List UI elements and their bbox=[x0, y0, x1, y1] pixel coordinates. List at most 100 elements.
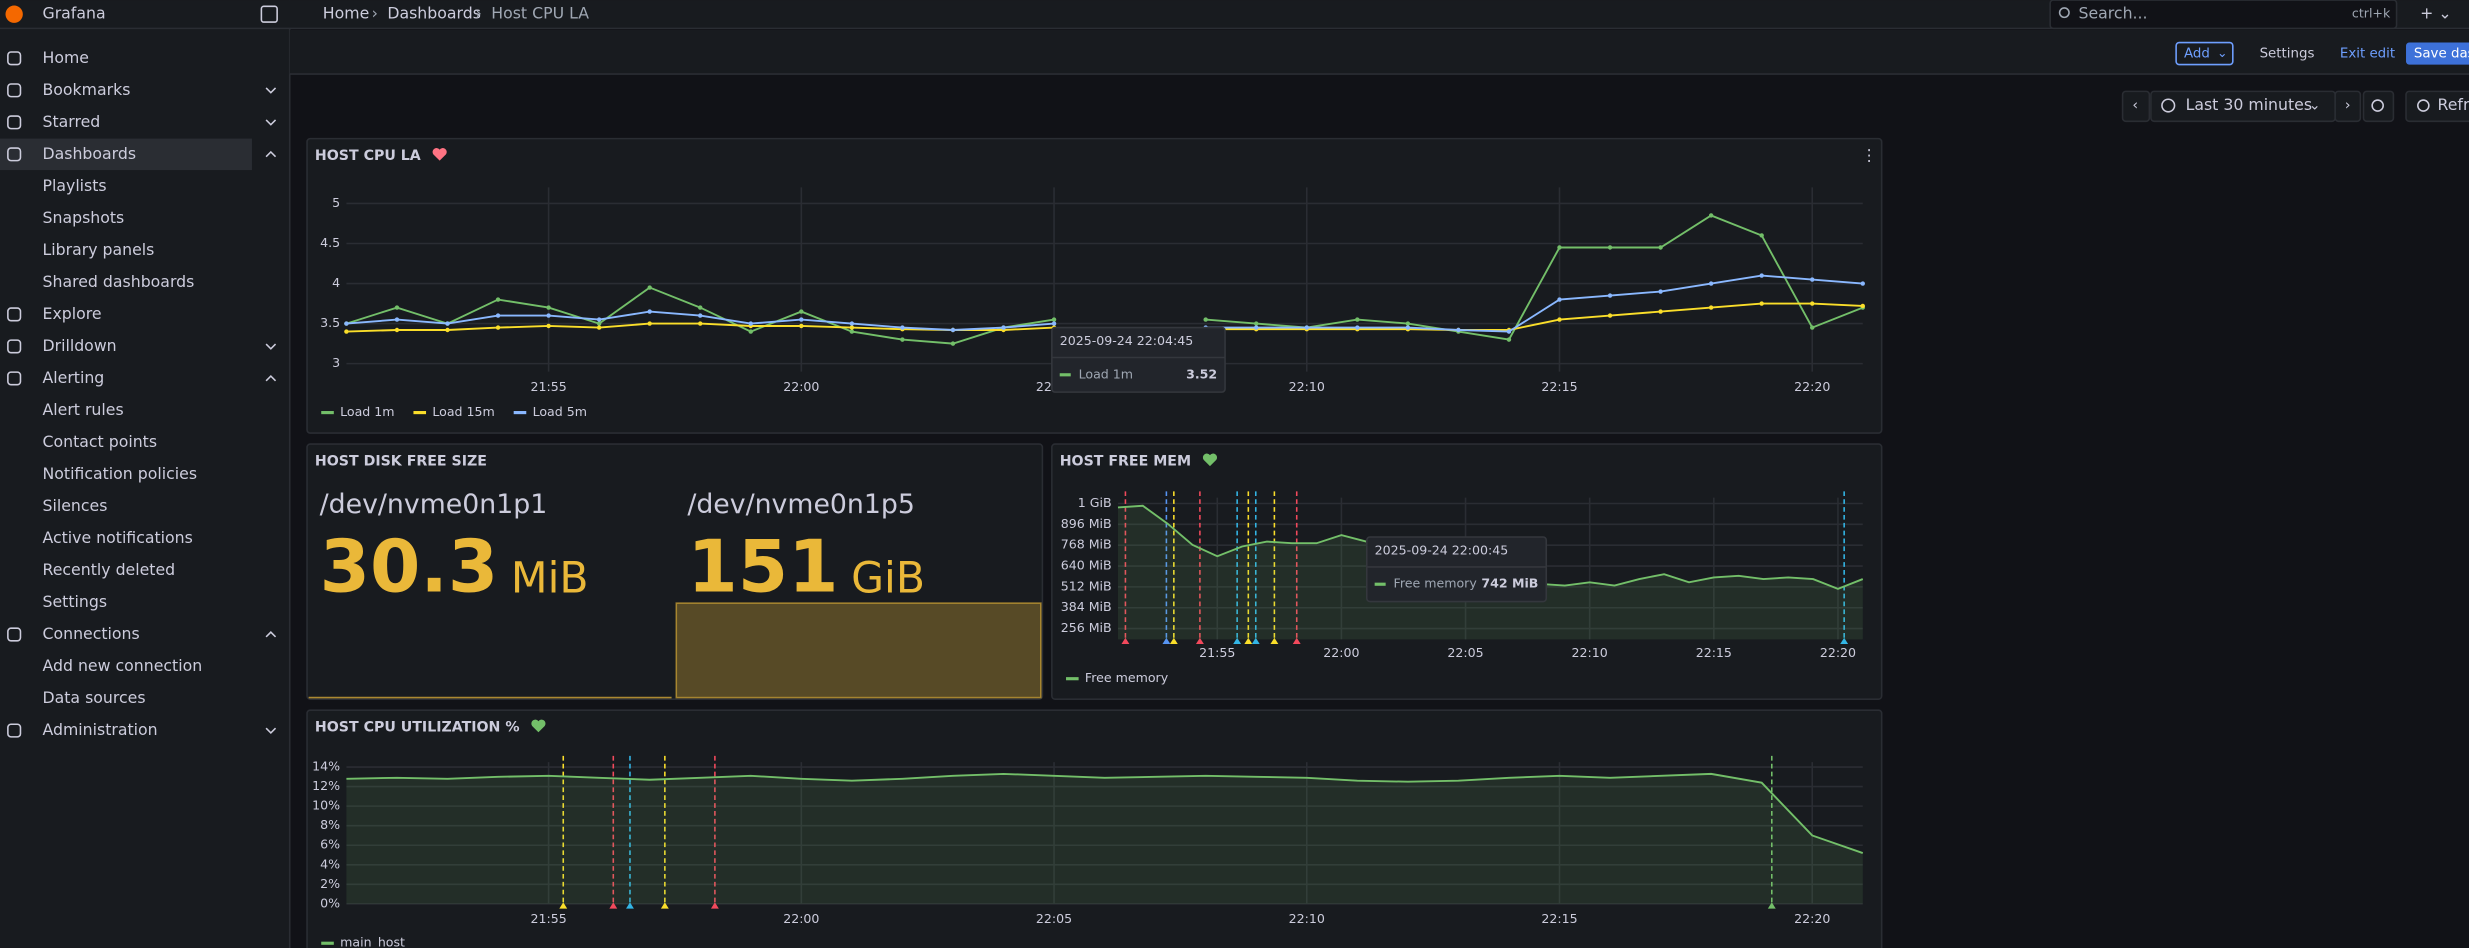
series-point bbox=[1708, 281, 1714, 286]
nav-chevron[interactable] bbox=[265, 727, 277, 735]
nav-item[interactable]: Recently deleted bbox=[43, 560, 176, 579]
series-point bbox=[546, 313, 551, 318]
dock-menu-icon[interactable] bbox=[260, 5, 278, 23]
x-tick-label: 22:00 bbox=[1323, 645, 1359, 660]
panel-menu[interactable]: ⋮ bbox=[1861, 145, 1877, 164]
zoom-out-button[interactable] bbox=[2362, 90, 2395, 123]
stat-value: 30.3 bbox=[320, 526, 499, 610]
x-tick-label: 22:10 bbox=[1289, 911, 1325, 926]
nav-item[interactable]: Starred bbox=[43, 112, 101, 131]
nav-item[interactable]: Bookmarks bbox=[43, 80, 131, 99]
x-tick-label: 22:15 bbox=[1541, 379, 1577, 394]
series-point bbox=[1304, 325, 1309, 330]
series-point bbox=[1607, 313, 1613, 318]
nav-icon bbox=[7, 51, 22, 66]
nav-item[interactable]: Data sources bbox=[43, 688, 146, 707]
nav-item[interactable]: Contact points bbox=[43, 432, 158, 451]
nav-item[interactable]: Alerting bbox=[43, 368, 105, 387]
nav-item[interactable]: Silences bbox=[43, 496, 108, 515]
time-back-button[interactable] bbox=[2121, 90, 2151, 123]
nav-item[interactable]: Add new connection bbox=[43, 656, 203, 675]
legend-label[interactable]: main_host bbox=[340, 935, 405, 948]
nav-item[interactable]: Library panels bbox=[43, 240, 155, 259]
nav-icon bbox=[7, 83, 22, 98]
nav-item[interactable]: Notification policies bbox=[43, 464, 198, 483]
exit-edit-button[interactable]: Exit edit bbox=[2340, 47, 2395, 62]
stat-unit: MiB bbox=[511, 555, 589, 604]
nav-chevron[interactable] bbox=[265, 374, 277, 382]
y-tick-label: 4% bbox=[320, 856, 340, 871]
nav-item[interactable]: Explore bbox=[43, 304, 102, 323]
series-point bbox=[596, 325, 602, 330]
nav-icon bbox=[7, 147, 22, 162]
search-shortcut: ctrl+k bbox=[2352, 6, 2391, 21]
add-button[interactable] bbox=[2175, 41, 2234, 66]
panel-title: HOST CPU LA bbox=[315, 148, 421, 164]
series-point bbox=[1051, 321, 1057, 326]
annotation-marker bbox=[559, 902, 568, 909]
nav-item[interactable]: Snapshots bbox=[43, 208, 125, 227]
y-tick-label: 10% bbox=[312, 798, 340, 813]
series-point bbox=[647, 321, 652, 326]
grafana-logo[interactable] bbox=[5, 5, 23, 23]
x-tick-label: 22:15 bbox=[1696, 645, 1732, 660]
nav-item[interactable]: Dashboards bbox=[43, 144, 137, 163]
add-button-label: Add bbox=[2184, 47, 2210, 62]
series-point bbox=[799, 317, 804, 322]
legend-label[interactable]: Load 15m bbox=[432, 404, 494, 419]
nav-chevron[interactable] bbox=[265, 150, 277, 158]
stat-name: /dev/nvme0n1p5 bbox=[687, 489, 915, 520]
series-point bbox=[1456, 327, 1461, 333]
series-point bbox=[1001, 325, 1006, 330]
breadcrumb[interactable]: Dashboards bbox=[387, 4, 481, 23]
refresh-label: Refr bbox=[2438, 95, 2469, 114]
nav-item[interactable]: Settings bbox=[43, 592, 108, 611]
y-tick-label: 14% bbox=[312, 759, 340, 774]
series-point bbox=[698, 305, 703, 310]
series-point bbox=[1607, 293, 1613, 298]
panel-title: HOST FREE MEM bbox=[1060, 453, 1191, 469]
search-box[interactable] bbox=[2049, 0, 2398, 30]
nav-item[interactable]: Home bbox=[43, 48, 89, 67]
stat-name: /dev/nvme0n1p1 bbox=[320, 489, 548, 520]
nav-item[interactable]: Drilldown bbox=[43, 336, 117, 355]
y-tick-label: 1 GiB bbox=[1078, 495, 1112, 510]
annotation-marker bbox=[1840, 637, 1849, 645]
nav-chevron[interactable] bbox=[265, 343, 277, 350]
breadcrumb[interactable]: Home bbox=[323, 4, 369, 23]
new-button[interactable]: + ⌄ bbox=[2420, 4, 2451, 23]
series-point bbox=[1759, 233, 1764, 238]
save-button[interactable] bbox=[2406, 42, 2469, 65]
annotation-marker bbox=[710, 902, 719, 909]
tooltip-time: 2025-09-24 22:00:45 bbox=[1375, 543, 1509, 558]
legend-label[interactable]: Load 5m bbox=[533, 404, 587, 419]
series-point bbox=[394, 327, 400, 333]
nav-item[interactable]: Shared dashboards bbox=[43, 272, 195, 291]
app-name: Grafana bbox=[43, 4, 106, 23]
nav-chevron[interactable] bbox=[265, 119, 277, 126]
toolbar bbox=[289, 29, 2469, 75]
y-tick-label: 0% bbox=[320, 895, 340, 910]
series-point bbox=[1254, 325, 1259, 330]
annotation-marker bbox=[626, 902, 634, 909]
refresh-button[interactable] bbox=[2405, 90, 2469, 123]
add-button-chevron: ⌄ bbox=[2217, 45, 2228, 60]
x-tick-label: 21:55 bbox=[1199, 645, 1235, 660]
legend-label[interactable]: Load 1m bbox=[340, 404, 394, 419]
nav-chevron[interactable] bbox=[265, 87, 277, 94]
nav-item[interactable]: Administration bbox=[43, 720, 158, 739]
series-point bbox=[344, 321, 349, 326]
time-forward-button[interactable] bbox=[2334, 90, 2362, 123]
series-point bbox=[1355, 317, 1360, 322]
nav-item[interactable]: Alert rules bbox=[43, 400, 124, 419]
time-picker-chevron: ⌄ bbox=[2309, 98, 2321, 114]
series-point bbox=[900, 337, 905, 342]
nav-item[interactable]: Playlists bbox=[43, 176, 107, 195]
nav-item[interactable]: Active notifications bbox=[43, 528, 193, 547]
legend-label[interactable]: Free memory bbox=[1085, 670, 1169, 685]
nav-item[interactable]: Connections bbox=[43, 624, 140, 643]
nav-icon bbox=[7, 371, 22, 386]
nav-chevron[interactable] bbox=[265, 631, 277, 638]
settings-button[interactable]: Settings bbox=[2260, 47, 2315, 62]
